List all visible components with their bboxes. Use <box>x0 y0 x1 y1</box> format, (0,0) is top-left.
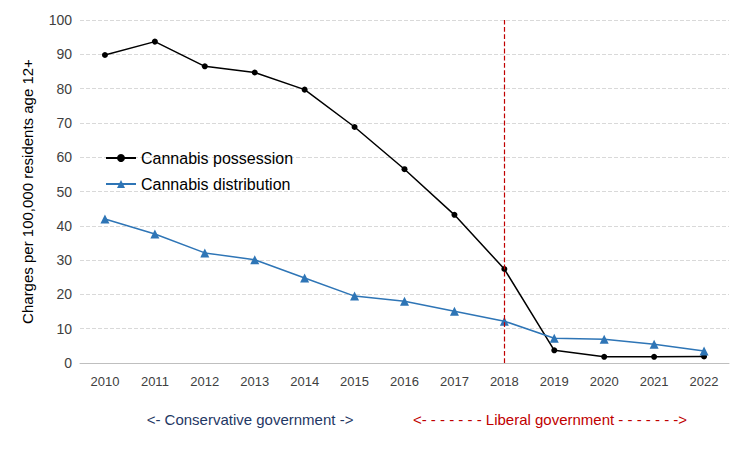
svg-text:2022: 2022 <box>690 374 719 389</box>
svg-text:30: 30 <box>56 252 72 268</box>
svg-text:80: 80 <box>56 81 72 97</box>
svg-text:70: 70 <box>56 115 72 131</box>
svg-text:2020: 2020 <box>590 374 619 389</box>
svg-text:<- Conservative government ->: <- Conservative government -> <box>147 411 354 428</box>
svg-text:2018: 2018 <box>490 374 519 389</box>
svg-text:10: 10 <box>56 321 72 337</box>
svg-text:Cannabis distribution: Cannabis distribution <box>141 176 290 193</box>
svg-text:2013: 2013 <box>240 374 269 389</box>
svg-text:2015: 2015 <box>340 374 369 389</box>
svg-text:Charges per 100,000 residents: Charges per 100,000 residents age 12+ <box>19 59 36 324</box>
svg-text:2012: 2012 <box>190 374 219 389</box>
svg-text:2017: 2017 <box>440 374 469 389</box>
svg-text:40: 40 <box>56 218 72 234</box>
svg-text:2021: 2021 <box>640 374 669 389</box>
svg-text:2010: 2010 <box>91 374 120 389</box>
svg-text:2019: 2019 <box>540 374 569 389</box>
svg-text:2014: 2014 <box>290 374 319 389</box>
svg-text:60: 60 <box>56 149 72 165</box>
svg-text:50: 50 <box>56 184 72 200</box>
svg-text:20: 20 <box>56 286 72 302</box>
svg-text:0: 0 <box>64 355 72 371</box>
svg-text:Cannabis possession: Cannabis possession <box>141 150 293 167</box>
svg-text:2011: 2011 <box>141 374 169 389</box>
svg-text:2016: 2016 <box>390 374 419 389</box>
svg-text:100: 100 <box>49 12 73 28</box>
svg-text:<- - - - - - - Liberal governm: <- - - - - - - Liberal government - - - … <box>413 411 687 428</box>
svg-text:90: 90 <box>56 46 72 62</box>
